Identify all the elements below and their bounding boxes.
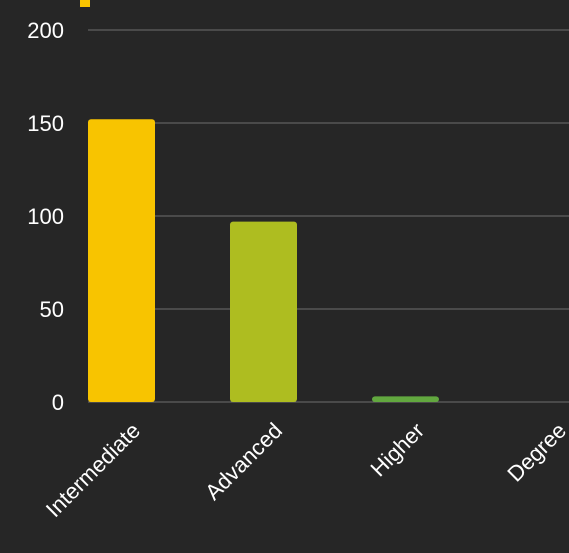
x-axis-category-labels: Intermediate Advanced Higher Degree: [41, 418, 569, 522]
x-label-degree: Degree: [502, 418, 569, 487]
x-label-intermediate: Intermediate: [41, 418, 145, 522]
bar-intermediate: [88, 119, 155, 402]
x-label-advanced: Advanced: [200, 418, 287, 505]
bar-advanced: [230, 221, 297, 402]
y-axis-tick-labels: 0 50 100 150 200: [27, 18, 64, 415]
grid-lines: [88, 29, 569, 403]
x-label-higher: Higher: [366, 418, 430, 482]
y-tick-label-50: 50: [40, 297, 64, 322]
y-tick-label-0: 0: [52, 390, 64, 415]
y-tick-label-150: 150: [27, 111, 64, 136]
y-tick-label-100: 100: [27, 204, 64, 229]
bars: [88, 119, 439, 402]
bar-higher: [372, 396, 439, 402]
legend-marker: [80, 0, 90, 7]
y-tick-label-200: 200: [27, 18, 64, 43]
